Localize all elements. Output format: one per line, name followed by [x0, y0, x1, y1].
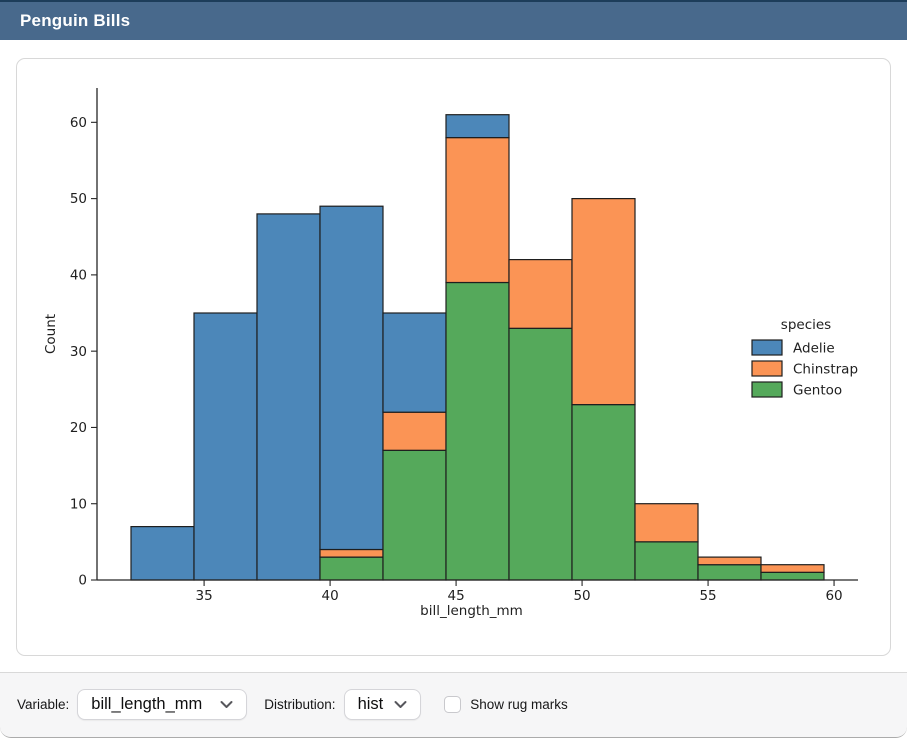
y-tick-label: 30: [70, 344, 87, 360]
variable-label: Variable:: [17, 696, 70, 712]
histogram-bar-chinstrap-bin9: [697, 556, 762, 566]
y-axis-label: Count: [43, 314, 59, 354]
y-tick-label: 60: [70, 115, 87, 131]
legend-swatch-chinstrap: [751, 360, 783, 377]
x-tick-label: 35: [196, 588, 213, 604]
histogram-bar-gentoo-bin5: [445, 281, 510, 581]
y-tick-label: 0: [78, 573, 87, 589]
histogram-bar-chinstrap-bin3: [319, 548, 384, 558]
histogram-bar-chinstrap-bin4: [382, 411, 447, 451]
distribution-select[interactable]: hist: [343, 688, 422, 720]
histogram-bar-adelie-bin2: [256, 213, 321, 581]
histogram-bar-gentoo-bin10: [760, 571, 825, 581]
legend-swatch-adelie: [751, 339, 783, 356]
y-tick-label: 20: [70, 420, 87, 436]
distribution-label: Distribution:: [264, 696, 336, 712]
variable-select[interactable]: bill_length_mm: [77, 688, 248, 720]
histogram-bar-gentoo-bin3: [319, 556, 384, 581]
histogram-bar-gentoo-bin9: [697, 564, 762, 581]
y-tick-label: 10: [70, 496, 87, 512]
chart-panel: 35 40 45 50 55 60 0 10 20 30 40 50 60 bill_length_mm C…: [16, 58, 891, 656]
chevron-down-icon: [394, 700, 407, 708]
histogram-bar-adelie-bin4: [382, 312, 447, 413]
legend-label-gentoo: Gentoo: [793, 383, 842, 399]
controls-bar: Variable: bill_length_mm Distribution: h…: [0, 672, 907, 738]
histogram-bar-gentoo-bin8: [634, 541, 699, 581]
histogram-bar-chinstrap-bin6: [508, 259, 573, 329]
rug-label: Show rug marks: [470, 696, 568, 712]
histogram-bar-chinstrap-bin5: [445, 136, 510, 284]
legend-title: species: [781, 317, 831, 333]
title-bar: Penguin Bills: [0, 0, 907, 40]
y-tick-label: 50: [70, 191, 87, 207]
x-tick-label: 45: [447, 588, 464, 604]
x-tick-label: 50: [573, 588, 590, 604]
x-axis-label: bill_length_mm: [420, 603, 523, 619]
window-title: Penguin Bills: [20, 11, 131, 30]
rug-checkbox[interactable]: [444, 695, 462, 713]
histogram-bar-chinstrap-bin7: [571, 198, 636, 406]
histogram-bar-chinstrap-bin8: [634, 503, 699, 543]
y-tick-label: 40: [70, 267, 87, 283]
x-tick-label: 60: [825, 588, 842, 604]
histogram-chart: 35 40 45 50 55 60 0 10 20 30 40 50 60 bill_length_mm C…: [43, 88, 858, 619]
histogram-bar-gentoo-bin4: [382, 449, 447, 581]
x-tick-label: 40: [321, 588, 338, 604]
histogram-bar-adelie-bin3: [319, 205, 384, 551]
histogram-bar-gentoo-bin6: [508, 327, 573, 581]
histogram-bar-gentoo-bin7: [571, 404, 636, 581]
variable-select-value: bill_length_mm: [91, 694, 203, 713]
distribution-select-value: hist: [357, 694, 384, 713]
legend-swatch-gentoo: [751, 381, 783, 398]
histogram-bar-adelie-bin5: [445, 114, 510, 139]
histogram-bar-chinstrap-bin10: [760, 564, 825, 573]
chevron-down-icon: [220, 700, 233, 708]
histogram-bar-adelie-bin1: [193, 312, 258, 581]
legend-label-chinstrap: Chinstrap: [793, 362, 858, 378]
histogram-bar-adelie-bin0: [130, 526, 195, 581]
legend-label-adelie: Adelie: [793, 341, 835, 357]
x-tick-label: 55: [699, 588, 716, 604]
